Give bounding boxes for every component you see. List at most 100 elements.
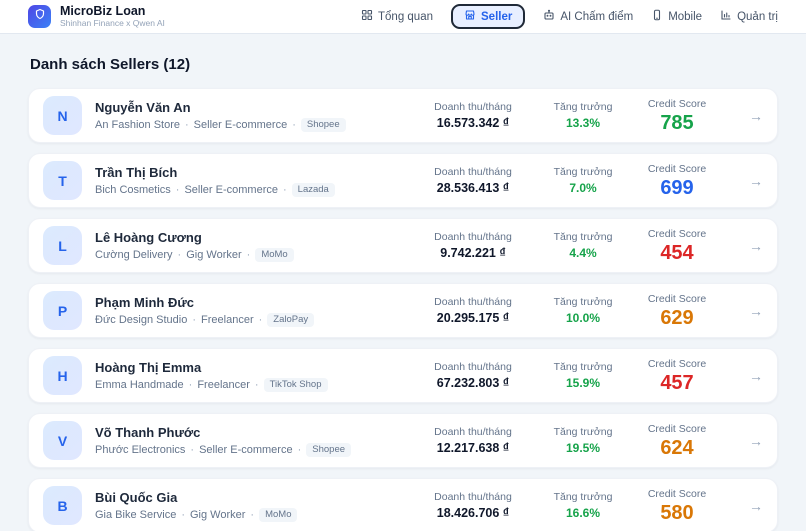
- seller-card[interactable]: H Hoàng Thị Emma Emma Handmade · Freelan…: [28, 348, 778, 403]
- seller-card[interactable]: T Trần Thị Bích Bich Cosmetics · Seller …: [28, 153, 778, 208]
- revenue-label: Doanh thu/tháng: [434, 101, 512, 113]
- separator-dot: ·: [190, 443, 195, 456]
- credit-score-label: Credit Score: [647, 228, 707, 240]
- revenue-value: 67.232.803 ₫: [436, 376, 510, 390]
- seller-card[interactable]: B Bùi Quốc Gia Gia Bike Service · Gig Wo…: [28, 478, 778, 531]
- business-name: An Fashion Store: [95, 118, 180, 131]
- nav-label: Tổng quan: [378, 10, 433, 23]
- growth-label: Tăng trưởng: [553, 231, 613, 243]
- chevron-right-icon[interactable]: →: [749, 237, 763, 254]
- avatar: P: [43, 291, 82, 330]
- chevron-right-icon[interactable]: →: [749, 432, 763, 449]
- nav-item-seller[interactable]: Seller: [451, 4, 526, 29]
- nav-item-tong-quan[interactable]: Tổng quan: [361, 9, 433, 24]
- growth-value: 10.0%: [565, 311, 601, 325]
- avatar: B: [43, 486, 82, 525]
- revenue-label: Doanh thu/tháng: [434, 426, 512, 438]
- revenue-label: Doanh thu/tháng: [434, 491, 512, 503]
- platform-tag: MoMo: [255, 247, 294, 262]
- separator-dot: ·: [175, 183, 180, 196]
- business-name: Cường Delivery: [95, 248, 173, 261]
- revenue-stat: Doanh thu/tháng 67.232.803 ₫: [409, 361, 537, 390]
- credit-score-label: Credit Score: [647, 163, 707, 175]
- seller-name: Hoàng Thị Emma: [95, 359, 202, 375]
- seller-info: Võ Thanh Phước Phước Electronics · Selle…: [95, 425, 409, 457]
- avatar-initial: L: [58, 237, 67, 254]
- growth-stat: Tăng trưởng 13.3%: [537, 101, 629, 130]
- business-name: Gia Bike Service: [95, 508, 177, 521]
- chevron-right-icon[interactable]: →: [749, 367, 763, 384]
- seller-card[interactable]: L Lê Hoàng Cương Cường Delivery · Gig Wo…: [28, 218, 778, 273]
- credit-score-value: 580: [660, 502, 694, 524]
- growth-value: 16.6%: [565, 506, 601, 520]
- business-name: Emma Handmade: [95, 378, 184, 391]
- growth-label: Tăng trưởng: [553, 426, 613, 438]
- nav-item-ai-cham-diem[interactable]: AI Chấm điểm: [543, 9, 633, 24]
- platform-tag: Shopee: [300, 117, 346, 132]
- seller-name: Trần Thị Bích: [95, 164, 178, 180]
- nav-item-mobile[interactable]: Mobile: [651, 9, 702, 24]
- revenue-value: 16.573.342 ₫: [436, 116, 510, 130]
- revenue-label: Doanh thu/tháng: [434, 296, 512, 308]
- revenue-value: 18.426.706 ₫: [436, 506, 510, 520]
- seller-meta: Đức Design Studio · Freelancer · ZaloPay: [95, 312, 409, 327]
- seller-type: Freelancer: [201, 313, 254, 326]
- credit-score-label: Credit Score: [647, 488, 707, 500]
- growth-stat: Tăng trưởng 4.4%: [537, 231, 629, 260]
- revenue-stat: Doanh thu/tháng 18.426.706 ₫: [409, 491, 537, 520]
- separator-dot: ·: [185, 118, 189, 131]
- separator-dot: ·: [188, 378, 193, 391]
- app-subtitle: Shinhan Finance x Qwen AI: [60, 17, 165, 28]
- app-title: MicroBiz Loan: [60, 4, 146, 19]
- seller-type: Seller E-commerce: [184, 183, 278, 196]
- avatar: T: [43, 161, 82, 200]
- credit-score-label: Credit Score: [647, 98, 707, 110]
- seller-info: Trần Thị Bích Bich Cosmetics · Seller E-…: [95, 165, 409, 197]
- growth-label: Tăng trưởng: [553, 361, 613, 373]
- nav-item-quan-tri[interactable]: Quản trị: [720, 9, 778, 24]
- grid-icon: [361, 9, 373, 24]
- chevron-right-icon[interactable]: →: [749, 172, 763, 189]
- separator-dot: ·: [246, 248, 251, 261]
- growth-label: Tăng trưởng: [553, 101, 613, 113]
- business-name: Phước Electronics: [95, 443, 186, 456]
- avatar: H: [43, 356, 82, 395]
- revenue-label: Doanh thu/tháng: [434, 361, 512, 373]
- avatar-initial: H: [57, 367, 68, 384]
- seller-info: Phạm Minh Đức Đức Design Studio · Freela…: [95, 295, 409, 327]
- revenue-label: Doanh thu/tháng: [434, 231, 512, 243]
- credit-score-stat: Credit Score 624: [629, 423, 725, 458]
- page-title: Danh sách Sellers (12): [30, 56, 191, 73]
- credit-score-label: Credit Score: [647, 358, 707, 370]
- seller-name: Võ Thanh Phước: [95, 424, 201, 440]
- seller-meta: An Fashion Store · Seller E-commerce · S…: [95, 117, 409, 132]
- app-logo: [28, 4, 51, 28]
- seller-name: Bùi Quốc Gia: [95, 489, 178, 505]
- chevron-right-icon[interactable]: →: [749, 302, 763, 319]
- chevron-right-icon[interactable]: →: [749, 497, 763, 514]
- separator-dot: ·: [181, 508, 185, 521]
- nav-label: Mobile: [668, 10, 703, 23]
- platform-tag: TikTok Shop: [263, 377, 328, 392]
- separator-dot: ·: [177, 248, 182, 261]
- seller-card[interactable]: V Võ Thanh Phước Phước Electronics · Sel…: [28, 413, 778, 468]
- growth-stat: Tăng trưởng 10.0%: [537, 296, 629, 325]
- credit-score-value: 454: [660, 242, 694, 264]
- revenue-label: Doanh thu/tháng: [434, 166, 512, 178]
- ai-icon: [543, 9, 555, 24]
- credit-score-stat: Credit Score 454: [629, 228, 725, 263]
- avatar-initial: B: [57, 497, 68, 514]
- growth-value: 15.9%: [565, 376, 601, 390]
- growth-stat: Tăng trưởng 19.5%: [537, 426, 629, 455]
- chevron-right-icon[interactable]: →: [749, 107, 763, 124]
- avatar: L: [43, 226, 82, 265]
- seller-info: Nguyễn Văn An An Fashion Store · Seller …: [95, 100, 409, 132]
- credit-score-stat: Credit Score 785: [629, 98, 725, 133]
- platform-tag: MoMo: [259, 507, 298, 522]
- growth-label: Tăng trưởng: [553, 491, 613, 503]
- revenue-value: 28.536.413 ₫: [436, 181, 510, 195]
- seller-card[interactable]: N Nguyễn Văn An An Fashion Store · Selle…: [28, 88, 778, 143]
- seller-card[interactable]: P Phạm Minh Đức Đức Design Studio · Free…: [28, 283, 778, 338]
- seller-meta: Bich Cosmetics · Seller E-commerce · Laz…: [95, 182, 409, 197]
- platform-tag: ZaloPay: [267, 312, 315, 327]
